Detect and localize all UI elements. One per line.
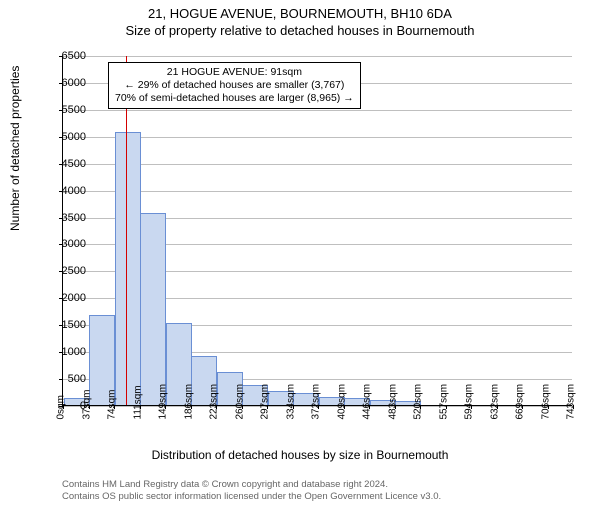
y-tick-label: 5000 — [46, 131, 86, 143]
x-axis-label: Distribution of detached houses by size … — [0, 448, 600, 462]
annotation-box: 21 HOGUE AVENUE: 91sqm← 29% of detached … — [108, 62, 361, 109]
y-tick-label: 500 — [46, 373, 86, 385]
y-tick-label: 6000 — [46, 77, 86, 89]
y-tick-label: 4500 — [46, 158, 86, 170]
gridline — [63, 110, 572, 111]
chart-subtitle: Size of property relative to detached ho… — [0, 23, 600, 38]
y-tick-label: 3500 — [46, 212, 86, 224]
annotation-line3: 70% of semi-detached houses are larger (… — [115, 92, 354, 104]
chart-plot-area: 0sqm37sqm74sqm111sqm149sqm186sqm223sqm26… — [62, 56, 572, 406]
annotation-line1: 21 HOGUE AVENUE: 91sqm — [167, 66, 302, 78]
y-tick-label: 0 — [46, 400, 86, 412]
credits-text: Contains HM Land Registry data © Crown c… — [62, 479, 441, 502]
gridline — [63, 56, 572, 57]
y-tick-label: 2500 — [46, 265, 86, 277]
y-tick-label: 3000 — [46, 238, 86, 250]
histogram-bar — [140, 213, 166, 405]
y-tick-label: 6500 — [46, 50, 86, 62]
y-tick-label: 4000 — [46, 185, 86, 197]
y-axis-label: Number of detached properties — [8, 66, 22, 231]
chart-title: 21, HOGUE AVENUE, BOURNEMOUTH, BH10 6DA — [0, 6, 600, 21]
y-tick-label: 2000 — [46, 292, 86, 304]
histogram-bar — [115, 132, 141, 405]
y-tick-label: 1500 — [46, 319, 86, 331]
annotation-line2: ← 29% of detached houses are smaller (3,… — [124, 79, 344, 91]
y-tick-label: 5500 — [46, 104, 86, 116]
y-tick-label: 1000 — [46, 346, 86, 358]
